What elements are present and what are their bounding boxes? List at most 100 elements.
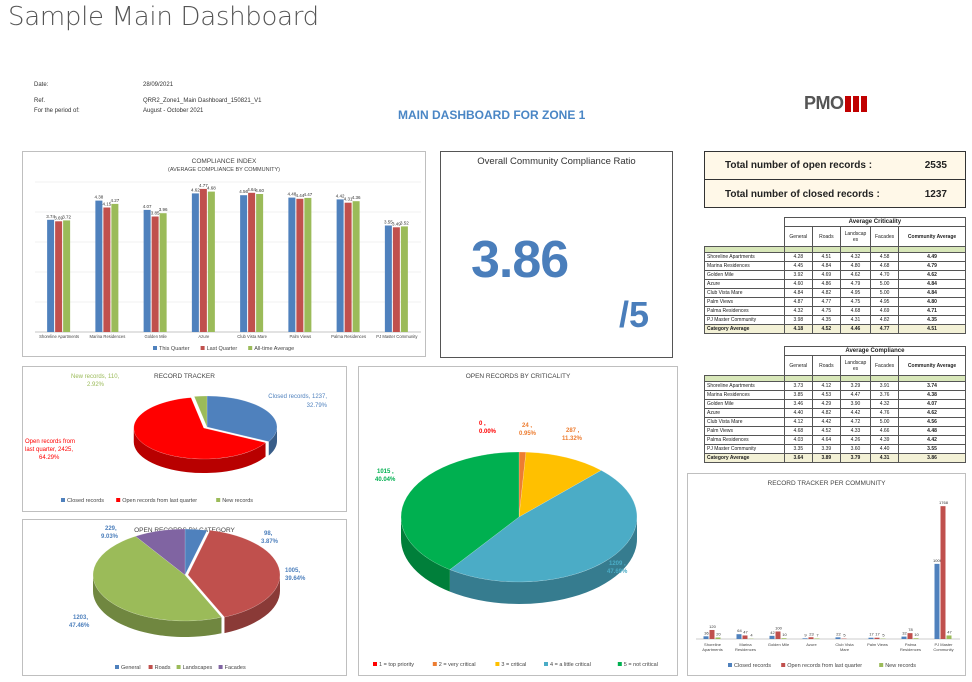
bar [384, 225, 392, 332]
bar [143, 209, 151, 332]
table-cell: 3.79 [839, 453, 872, 463]
slice-label: 3.87% [261, 539, 279, 545]
bar-value-label: 10 [782, 632, 787, 637]
legend-swatch [248, 346, 253, 350]
community-average-cell: 4.79 [898, 261, 966, 271]
bar [946, 635, 952, 639]
table-cell: 4.42 [839, 408, 872, 418]
ref-value: QRR2_Zone1_Main Dashboard_150821_V1 [143, 98, 262, 104]
table-cell: 4.58 [870, 252, 900, 262]
table-cell: 3.90 [839, 399, 872, 409]
table-cell: 4.84 [811, 261, 841, 271]
bar-value-label: 4 [750, 633, 753, 638]
bar [775, 631, 781, 639]
x-tick-label: Palma Residences [331, 334, 366, 339]
pie-slice-side [133, 428, 266, 474]
bar-value-label: 4.38 [94, 195, 103, 200]
table-row: PJ Master Community 3.35 3.39 3.60 4.40 3.55 [704, 444, 966, 454]
bar [392, 227, 400, 332]
bar [709, 629, 715, 639]
table-row: Palm Views 4.87 4.77 4.75 4.95 4.80 [704, 297, 966, 307]
bar [256, 194, 264, 332]
table-row: Azure 4.40 4.82 4.42 4.76 4.62 [704, 408, 966, 418]
pie-slice-side [449, 517, 637, 604]
table-cell: 4.45 [783, 261, 813, 271]
bar-value-label: 100 [775, 625, 782, 630]
table-cell: 3.46 [783, 399, 813, 409]
pie-slice [184, 528, 208, 576]
community-average-cell: 4.84 [898, 288, 966, 298]
bar-value-label: 1768 [939, 500, 949, 505]
table-cell: 4.69 [811, 270, 841, 280]
legend-swatch [116, 498, 121, 502]
legend-swatch [373, 662, 377, 666]
category-average-row: Category Average 4.18 4.52 4.46 4.77 4.51 [704, 324, 966, 334]
x-tick-label: Azure [198, 334, 210, 339]
legend-label: 5 = not critical [624, 662, 658, 668]
bar-value-label: 4.64 [247, 187, 256, 192]
table-row: Club Vista Mare 4.12 4.42 4.72 5.00 4.56 [704, 417, 966, 427]
table-cell: 4.79 [839, 279, 872, 289]
community-average-cell: 4.51 [898, 324, 966, 334]
column-header: Facades [870, 226, 900, 247]
pie-slice [449, 470, 638, 583]
legend-label: Roads [155, 665, 171, 671]
table-cell: 4.47 [839, 390, 872, 400]
bar-value-label: 20 [716, 631, 721, 636]
community-average-cell: 3.74 [898, 381, 966, 391]
x-tick-label: Shoreline Apartments [39, 334, 79, 339]
slice-label: 47.46% [69, 623, 90, 629]
pie-slice [193, 395, 208, 428]
x-tick-label: PJ Master Community [376, 334, 418, 339]
table-cell: 4.39 [870, 435, 900, 445]
column-header: General [783, 226, 813, 247]
tracker-community-panel: RECORD TRACKER PER COMMUNITY 36 120 20 Shor… [687, 473, 966, 676]
community-average-cell: 4.38 [898, 390, 966, 400]
legend-swatch [216, 498, 221, 502]
table-cell: 4.52 [811, 324, 841, 334]
table-row: Azure 4.60 4.86 4.79 5.00 4.84 [704, 279, 966, 289]
bar-value-label: 3.74 [46, 214, 55, 219]
column-header: General [783, 355, 813, 376]
open-records-label: Total number of open records : [725, 160, 873, 171]
closed-records-value: 1237 [924, 188, 947, 200]
row-label: Palm Views [704, 426, 785, 436]
x-tick-label: PJ Master [934, 642, 953, 647]
table-cell: 4.31 [870, 453, 900, 463]
bar [248, 192, 256, 332]
bar-value-label: 120 [709, 624, 716, 629]
table-cell: 4.72 [839, 417, 872, 427]
row-label: PJ Master Community [704, 315, 785, 325]
bar-value-label: 10 [914, 632, 919, 637]
table-cell: 4.68 [783, 426, 813, 436]
pie-slice-side [401, 517, 450, 592]
community-average-cell: 4.62 [898, 408, 966, 418]
row-label: Marina Residences [704, 261, 785, 271]
page-title: Sample Main Dashboard [8, 2, 319, 32]
table-cell: 4.32 [783, 306, 813, 316]
bar [913, 638, 919, 639]
slice-label: 1203, [73, 615, 88, 621]
table-cell: 4.52 [811, 426, 841, 436]
bar [352, 201, 360, 332]
x-tick-label: Golden Mile [144, 334, 167, 339]
period-label: For the period of: [34, 108, 80, 114]
row-label: PJ Master Community [704, 444, 785, 454]
pie-slice [518, 451, 602, 518]
pmo-logo-mark [844, 95, 867, 112]
slice-label: 1005, [285, 568, 300, 574]
community-average-cell: 4.07 [898, 399, 966, 409]
record-tracker-panel: RECORD TRACKER Closed records, 1237, 32.7… [22, 366, 347, 512]
table-row: Shoreline Apartments 4.28 4.51 4.32 4.58 4.49 [704, 252, 966, 262]
bar-value-label: 4.15 [102, 202, 111, 207]
table-cell: 4.77 [870, 324, 900, 334]
table-cell: 4.29 [811, 399, 841, 409]
table-cell: 4.40 [870, 444, 900, 454]
table-cell: 4.46 [839, 324, 872, 334]
legend-swatch [617, 662, 622, 666]
legend-label: All-time Average [254, 346, 294, 352]
bar [808, 637, 814, 639]
bar [736, 634, 742, 639]
table-cell: 4.82 [870, 315, 900, 325]
table-cell: 4.87 [783, 297, 813, 307]
